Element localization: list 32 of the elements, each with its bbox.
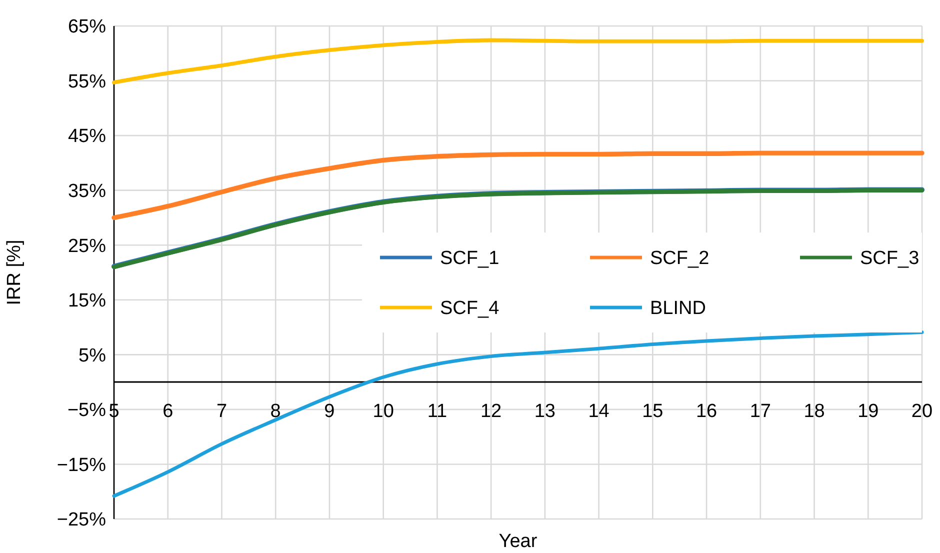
x-tick-label: 13 <box>534 401 556 422</box>
x-tick-label: 15 <box>642 401 664 422</box>
y-tick-label: 15% <box>68 290 106 312</box>
x-tick-label: 10 <box>372 401 394 422</box>
y-axis-title: IRR [%] <box>4 240 25 306</box>
legend-label: SCF_1 <box>440 248 500 270</box>
x-tick-label: 18 <box>804 401 825 422</box>
legend-label: SCF_4 <box>440 298 500 320</box>
legend-label: SCF_3 <box>860 248 920 270</box>
x-axis-title: Year <box>498 531 538 552</box>
y-tick-label: 55% <box>68 71 106 92</box>
x-tick-label: 12 <box>480 401 502 422</box>
x-tick-label: 9 <box>324 401 335 422</box>
y-tick-label: −15% <box>56 454 106 476</box>
x-tick-label: 19 <box>858 401 879 422</box>
y-tick-label: 65% <box>68 16 106 38</box>
x-tick-label: 17 <box>750 401 771 422</box>
x-tick-label: 20 <box>911 401 933 422</box>
y-tick-label: −5% <box>67 400 106 422</box>
x-tick-label: 8 <box>270 401 281 422</box>
legend-label: SCF_2 <box>650 248 710 270</box>
y-tick-label: −25% <box>56 510 106 531</box>
y-tick-label: 5% <box>78 345 106 366</box>
y-tick-label: 35% <box>68 180 106 202</box>
x-tick-label: 16 <box>696 401 718 422</box>
legend-label: BLIND <box>650 298 706 320</box>
y-tick-label: 25% <box>68 236 106 257</box>
x-tick-label: 6 <box>162 401 174 422</box>
y-tick-label: 45% <box>68 126 106 148</box>
x-tick-label: 14 <box>588 401 610 422</box>
x-tick-label: 11 <box>427 401 448 422</box>
x-tick-label: 7 <box>216 401 228 422</box>
